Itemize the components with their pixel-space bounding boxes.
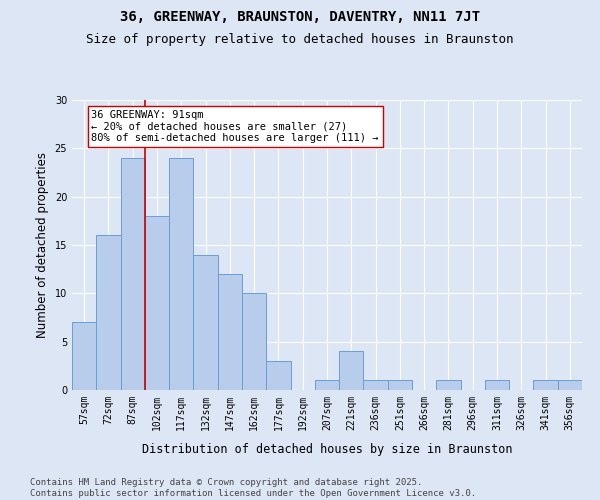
Bar	[558, 380, 582, 390]
Bar	[72, 322, 96, 390]
Bar	[533, 380, 558, 390]
Bar	[193, 254, 218, 390]
Bar	[266, 361, 290, 390]
Bar	[242, 294, 266, 390]
Bar	[485, 380, 509, 390]
Text: 36, GREENWAY, BRAUNSTON, DAVENTRY, NN11 7JT: 36, GREENWAY, BRAUNSTON, DAVENTRY, NN11 …	[120, 10, 480, 24]
Text: Size of property relative to detached houses in Braunston: Size of property relative to detached ho…	[86, 32, 514, 46]
Bar	[388, 380, 412, 390]
Bar	[364, 380, 388, 390]
Text: Distribution of detached houses by size in Braunston: Distribution of detached houses by size …	[142, 442, 512, 456]
Bar	[315, 380, 339, 390]
Bar	[218, 274, 242, 390]
Bar	[169, 158, 193, 390]
Bar	[96, 236, 121, 390]
Bar	[436, 380, 461, 390]
Bar	[339, 352, 364, 390]
Text: 36 GREENWAY: 91sqm
← 20% of detached houses are smaller (27)
80% of semi-detache: 36 GREENWAY: 91sqm ← 20% of detached hou…	[91, 110, 379, 143]
Text: Contains HM Land Registry data © Crown copyright and database right 2025.
Contai: Contains HM Land Registry data © Crown c…	[30, 478, 476, 498]
Y-axis label: Number of detached properties: Number of detached properties	[36, 152, 49, 338]
Bar	[145, 216, 169, 390]
Bar	[121, 158, 145, 390]
